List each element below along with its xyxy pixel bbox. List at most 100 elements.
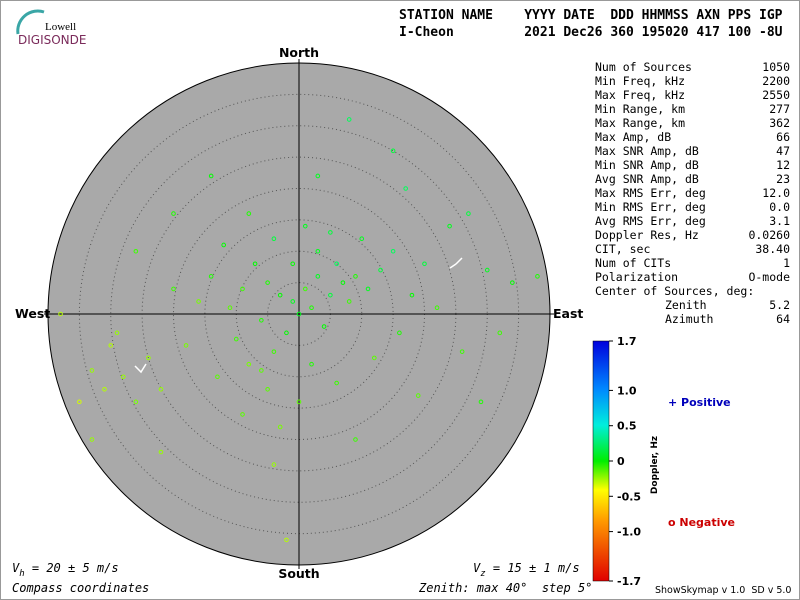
colorbar-tick-label: 0 <box>617 455 625 468</box>
stats-table: Num of Sources 1050 Min Freq, kHz 2200 Max F… <box>595 60 790 326</box>
source-point <box>233 336 239 342</box>
source-point <box>334 380 339 386</box>
source-point <box>365 286 371 292</box>
source-point <box>89 437 95 442</box>
source-point <box>378 267 383 273</box>
vh-label: Vh = 20 ± 5 m/s <box>12 561 119 579</box>
source-point <box>246 361 252 367</box>
source-point <box>484 267 490 273</box>
stat-label: CIT, sec <box>595 242 650 256</box>
source-point <box>290 299 296 304</box>
vz-sub: z <box>480 569 485 579</box>
stat-value: 47 <box>776 144 790 158</box>
compass-label: North <box>279 45 319 60</box>
stat-label: Max Amp, dB <box>595 130 671 144</box>
stat-value: 277 <box>769 102 790 116</box>
stat-label: Min Range, km <box>595 102 685 116</box>
stat-label: Max Freq, kHz <box>595 88 685 102</box>
logo-swoosh <box>16 9 45 35</box>
source-point <box>259 317 264 323</box>
logo-top: Lowell <box>45 21 76 33</box>
vz-label: Vz = 15 ± 1 m/s <box>473 561 580 579</box>
source-point <box>240 286 245 292</box>
source-point <box>171 211 176 216</box>
stat-value: 12.0 <box>762 186 790 200</box>
source-point <box>409 292 415 298</box>
source-point <box>58 311 63 317</box>
vz-symbol: V <box>473 561 481 575</box>
source-point <box>315 173 321 179</box>
colorbar-title: Doppler, Hz <box>650 436 660 494</box>
source-point <box>466 211 471 216</box>
stat-label: Avg SNR Amp, dB <box>595 172 699 186</box>
source-point <box>353 437 358 442</box>
stat-label: Max Range, km <box>595 116 685 130</box>
stat-label: Azimuth <box>665 312 713 326</box>
coords-label: Compass coordinates <box>12 581 149 595</box>
stat-value: 1050 <box>762 60 790 74</box>
source-point <box>196 299 201 304</box>
source-point <box>478 399 484 405</box>
source-point <box>208 173 214 179</box>
stat-label: Doppler Res, Hz <box>595 228 699 242</box>
source-point <box>422 261 427 267</box>
source-point <box>246 211 252 216</box>
source-point <box>158 449 164 455</box>
source-point <box>252 261 258 267</box>
stats-heading: Center of Sources, deg: <box>595 284 754 298</box>
marker <box>449 257 463 269</box>
source-point <box>271 349 277 354</box>
legend-positive: + Positive <box>668 396 731 409</box>
source-point <box>434 305 440 311</box>
source-point <box>510 280 515 285</box>
colorbar-tick-label: -1.0 <box>617 526 641 539</box>
source-point <box>108 343 114 348</box>
source-point <box>390 148 396 154</box>
source-point <box>102 387 107 392</box>
source-point <box>296 399 302 405</box>
source-point <box>221 242 226 248</box>
source-point <box>353 274 358 279</box>
source-point <box>296 311 302 317</box>
header-line: STATION NAME YYYY DATE DDD HHMMSS AXN PP… <box>399 8 783 23</box>
source-point <box>328 230 333 235</box>
source-point <box>390 248 396 254</box>
source-point <box>183 343 189 348</box>
compass-label: South <box>278 566 319 581</box>
stat-value: O-mode <box>748 270 790 284</box>
source-point <box>346 117 352 122</box>
source-point <box>315 274 321 279</box>
version-label: ShowSkymap v 1.0 SD v 5.0 <box>655 585 791 596</box>
source-point <box>415 393 421 398</box>
source-point <box>227 305 233 311</box>
stat-value: 1 <box>783 256 790 270</box>
colorbar-tick-label: -0.5 <box>617 490 641 503</box>
vh-symbol: V <box>12 561 20 575</box>
source-point <box>265 280 270 285</box>
stat-value: 38.40 <box>755 242 790 256</box>
stat-value: 64 <box>776 312 790 326</box>
source-point <box>290 261 296 267</box>
source-point <box>397 330 402 336</box>
compass-label: East <box>553 306 583 321</box>
stat-value: 66 <box>776 130 790 144</box>
source-point <box>208 274 214 279</box>
source-point <box>372 355 377 361</box>
source-point <box>459 349 465 354</box>
colorbar <box>592 340 610 582</box>
source-point <box>321 324 327 329</box>
stat-value: 362 <box>769 116 790 130</box>
source-point <box>302 223 308 229</box>
stat-label: Min Freq, kHz <box>595 74 685 88</box>
stat-value: 0.0260 <box>748 228 790 242</box>
source-point <box>284 537 289 543</box>
stat-label: Min RMS Err, deg <box>595 200 706 214</box>
zenith-label: Zenith: max 40° step 5° <box>418 581 592 595</box>
vz-text: = 15 ± 1 m/s <box>486 561 580 575</box>
compass-label: West <box>15 306 50 321</box>
source-point <box>271 236 277 241</box>
colorbar-tick-label: 1.0 <box>617 384 637 397</box>
source-point <box>171 286 176 292</box>
source-point <box>271 462 277 467</box>
